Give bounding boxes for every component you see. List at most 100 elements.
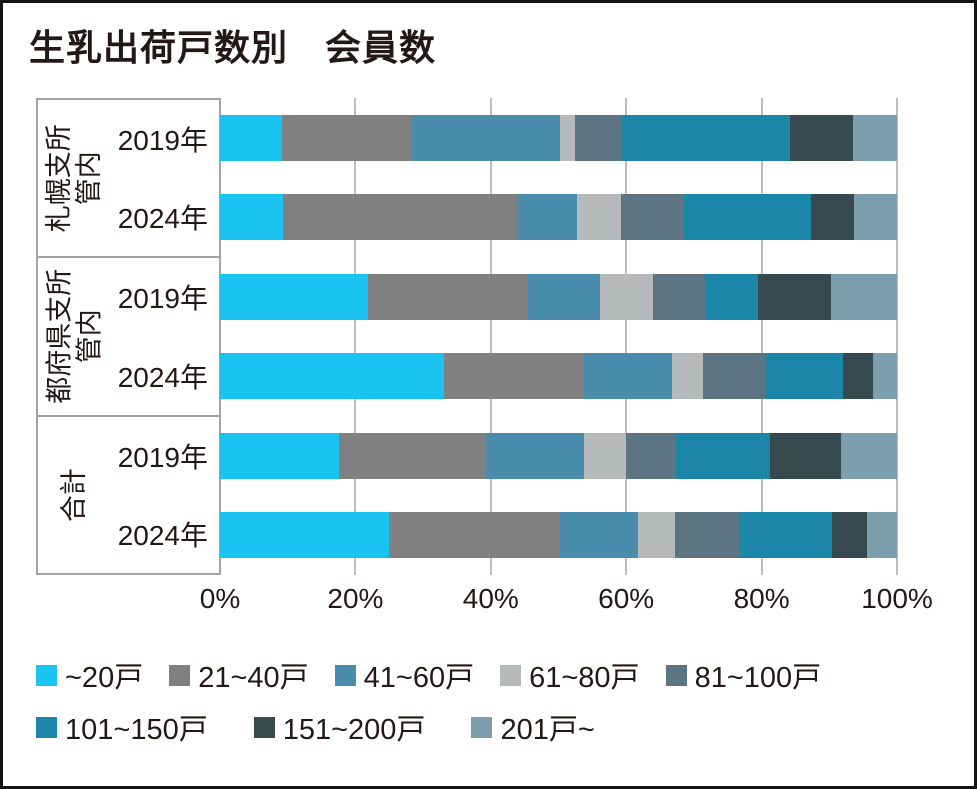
gridline-80pct (760, 98, 763, 575)
year-labels: 2019年 2024年 (110, 100, 220, 256)
bar-segment (220, 114, 283, 161)
x-tick-label: 60% (598, 583, 655, 614)
legend-swatch (500, 664, 522, 686)
row-label: 2019年 (117, 283, 208, 315)
gridline-0pct (219, 98, 221, 575)
bar-segment (410, 114, 560, 161)
bar-segment (831, 512, 868, 559)
group-label: 合計 (58, 467, 89, 522)
legend-item: ~20戸 (36, 654, 143, 696)
row-label: 2019年 (117, 441, 208, 473)
bar-segment (738, 512, 832, 559)
bar-segment (599, 273, 654, 320)
bar-segment (620, 114, 791, 161)
year-labels: 2019年 2024年 (110, 417, 220, 573)
bar-segment (517, 194, 578, 241)
legend-label: 101~150戸 (65, 714, 208, 746)
legend-row: ~20戸 21~40戸 41~60戸 61~80戸 81~100戸 (36, 649, 946, 701)
x-tick-label: 80% (733, 583, 790, 614)
legend-item: 101~150戸 (36, 706, 208, 748)
bar-segment (841, 432, 897, 479)
legend-label: 151~200戸 (282, 714, 426, 746)
legend-label: 81~100戸 (694, 662, 822, 694)
plot-area (219, 98, 898, 575)
legend-item: 151~200戸 (253, 706, 426, 748)
x-axis: 0% 20% 40% 60% 80% 100% (3, 583, 974, 619)
bar-segment (854, 194, 897, 241)
legend-swatch (471, 716, 493, 738)
legend-item: 21~40戸 (169, 654, 309, 696)
bar-segment (831, 273, 897, 320)
bar-row (220, 512, 897, 559)
x-tick-label: 0% (199, 583, 241, 614)
category-group: 札幌支所 管内 2019年 2024年 (38, 100, 220, 259)
group-label-wrap: 合計 (38, 417, 110, 573)
bar-segment (282, 114, 411, 161)
bar-segment (577, 194, 621, 241)
bar-segment (764, 353, 844, 400)
legend-row: 101~150戸 151~200戸 201戸~ (36, 701, 946, 753)
bar-segment (444, 353, 583, 400)
legend-swatch (334, 664, 356, 686)
bar-segment (220, 353, 445, 400)
legend-swatch (665, 664, 687, 686)
x-tick-label: 20% (327, 583, 384, 614)
bar-segment (867, 512, 897, 559)
bar-segment (220, 194, 283, 241)
year-labels: 2019年 2024年 (110, 258, 220, 414)
bar-segment (674, 512, 739, 559)
legend-item: 61~80戸 (500, 654, 640, 696)
bar-segment (769, 432, 842, 479)
x-tick-label: 100% (861, 583, 933, 614)
legend-item: 201戸~ (471, 706, 595, 748)
legend-label: ~20戸 (65, 662, 144, 694)
bar-segment (638, 512, 675, 559)
bar-segment (584, 432, 627, 479)
gridline-40pct (489, 98, 492, 575)
category-axis: 札幌支所 管内 2019年 2024年 都府県支所 管内 2019年 2024年 合計 201… (36, 98, 220, 575)
bar-segment (282, 194, 518, 241)
bar-segment (671, 353, 704, 400)
gridline-100pct (896, 98, 898, 575)
bar-segment (620, 194, 685, 241)
bar-row (220, 114, 897, 161)
bar-row (220, 353, 897, 400)
gridline-60pct (625, 98, 628, 575)
bar-segment (582, 353, 672, 400)
bar-segment (486, 432, 585, 479)
bar-row (220, 432, 897, 479)
category-group: 都府県支所 管内 2019年 2024年 (38, 258, 220, 417)
bar-segment (389, 512, 559, 559)
bar-segment (339, 432, 487, 479)
legend-swatch (36, 664, 57, 686)
category-group: 合計 2019年 2024年 (38, 417, 220, 573)
legend-label: 61~80戸 (529, 662, 640, 694)
group-label-wrap: 都府県支所 管内 (38, 258, 110, 414)
legend-item: 81~100戸 (665, 654, 822, 696)
legend-label: 41~60戸 (363, 662, 475, 694)
row-label: 2019年 (117, 125, 208, 157)
row-label: 2024年 (117, 519, 208, 551)
legend-swatch (169, 664, 191, 686)
group-label: 札幌支所 管内 (43, 124, 104, 233)
bar-segment (676, 432, 770, 479)
legend: ~20戸 21~40戸 41~60戸 61~80戸 81~100戸 101~150戸 151… (36, 649, 946, 753)
x-tick-label: 40% (462, 583, 519, 614)
legend-swatch (253, 716, 275, 738)
bar-segment (758, 273, 832, 320)
bar-segment (559, 114, 575, 161)
bar-segment (574, 114, 621, 161)
bar-row (220, 273, 897, 320)
bar-segment (558, 512, 639, 559)
bar-segment (703, 353, 765, 400)
bar-row (220, 194, 897, 241)
bar-segment (220, 432, 340, 479)
bar-segment (220, 512, 390, 559)
legend-label: 201戸~ (500, 714, 595, 746)
bar-segment (526, 273, 600, 320)
group-label-wrap: 札幌支所 管内 (38, 100, 110, 256)
bar-segment (626, 432, 677, 479)
bar-segment (684, 194, 811, 241)
bar-segment (790, 114, 853, 161)
